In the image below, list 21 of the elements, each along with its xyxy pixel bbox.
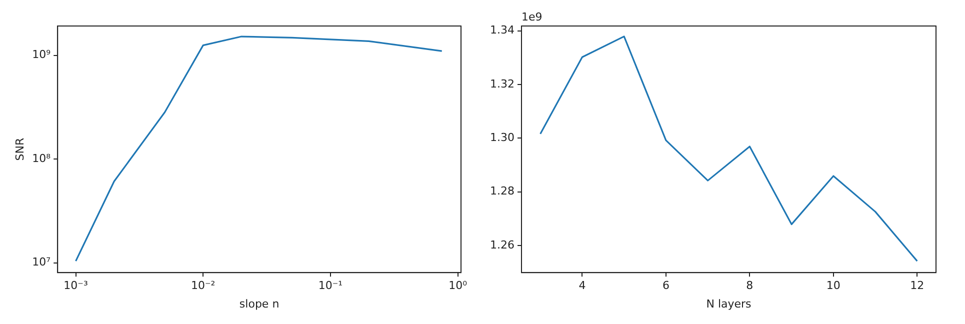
y-tick-label: 1.32 [490, 77, 514, 90]
x-tick-label: 10⁻² [191, 279, 216, 292]
x-tick-label: 4 [578, 279, 586, 292]
y-tick-label: 1.28 [490, 184, 514, 198]
y-tick-label: 10⁹ [32, 48, 51, 62]
y-tick-label: 10⁸ [32, 152, 52, 165]
x-axis-title: N layers [706, 297, 752, 310]
x-tick-label: 10⁻³ [64, 279, 88, 292]
x-tick-label: 8 [746, 279, 754, 292]
x-tick-label: 10⁻¹ [318, 279, 343, 292]
y-tick-label: 1.34 [490, 24, 514, 37]
y-axis-title: SNR [13, 138, 26, 161]
y-tick-label: 1.26 [490, 238, 514, 252]
x-tick-label: 10 [826, 279, 840, 292]
x-axis-title: slope n [239, 297, 280, 310]
x-tick-label: 10⁰ [448, 279, 468, 292]
x-tick-label: 6 [662, 279, 670, 292]
x-tick-label: 12 [910, 279, 924, 292]
y-tick-label: 10⁷ [32, 256, 51, 269]
y-tick-label: 1.30 [490, 131, 514, 144]
text: 1e9 [521, 10, 542, 24]
